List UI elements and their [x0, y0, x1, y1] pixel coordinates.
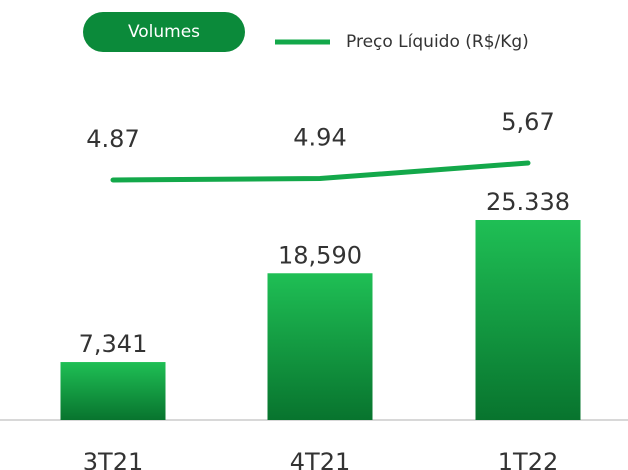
- bar-value-label: 18,590: [278, 241, 362, 269]
- bar-value-label: 7,341: [79, 330, 148, 358]
- legend-label: Preço Líquido (R$/Kg): [346, 32, 529, 52]
- line-value-label: 4.94: [293, 124, 346, 152]
- legend-label: Volumes: [128, 22, 200, 42]
- x-tick-label: 4T21: [290, 448, 350, 470]
- legend-pill: [83, 12, 245, 52]
- bar: [60, 362, 166, 420]
- bar: [475, 220, 581, 420]
- bar-value-label: 25.338: [486, 188, 570, 216]
- bar: [267, 273, 373, 420]
- line-value-label: 5,67: [501, 108, 554, 136]
- x-tick-label: 1T22: [498, 448, 558, 470]
- x-tick-label: 3T21: [83, 448, 143, 470]
- line: [110, 160, 531, 183]
- line-value-label: 4.87: [86, 125, 139, 153]
